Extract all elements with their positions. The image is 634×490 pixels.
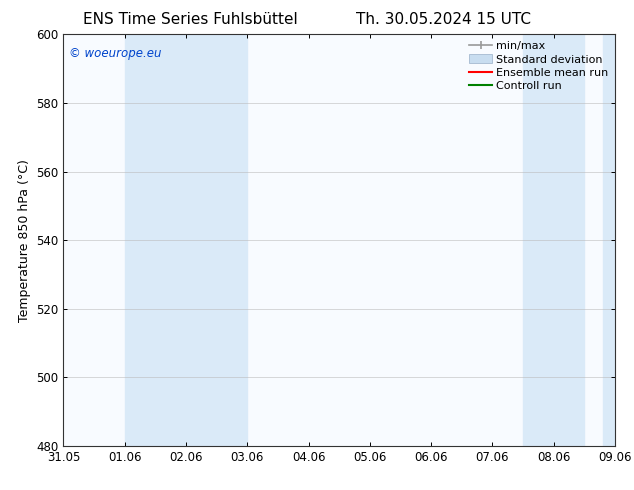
Bar xyxy=(603,34,615,446)
Bar xyxy=(125,34,247,446)
Y-axis label: Temperature 850 hPa (°C): Temperature 850 hPa (°C) xyxy=(18,159,30,321)
Text: Th. 30.05.2024 15 UTC: Th. 30.05.2024 15 UTC xyxy=(356,12,531,27)
Text: ENS Time Series Fuhlsbüttel: ENS Time Series Fuhlsbüttel xyxy=(83,12,297,27)
Bar xyxy=(523,34,585,446)
Legend: min/max, Standard deviation, Ensemble mean run, Controll run: min/max, Standard deviation, Ensemble me… xyxy=(465,37,612,96)
Text: © woeurope.eu: © woeurope.eu xyxy=(69,47,162,60)
